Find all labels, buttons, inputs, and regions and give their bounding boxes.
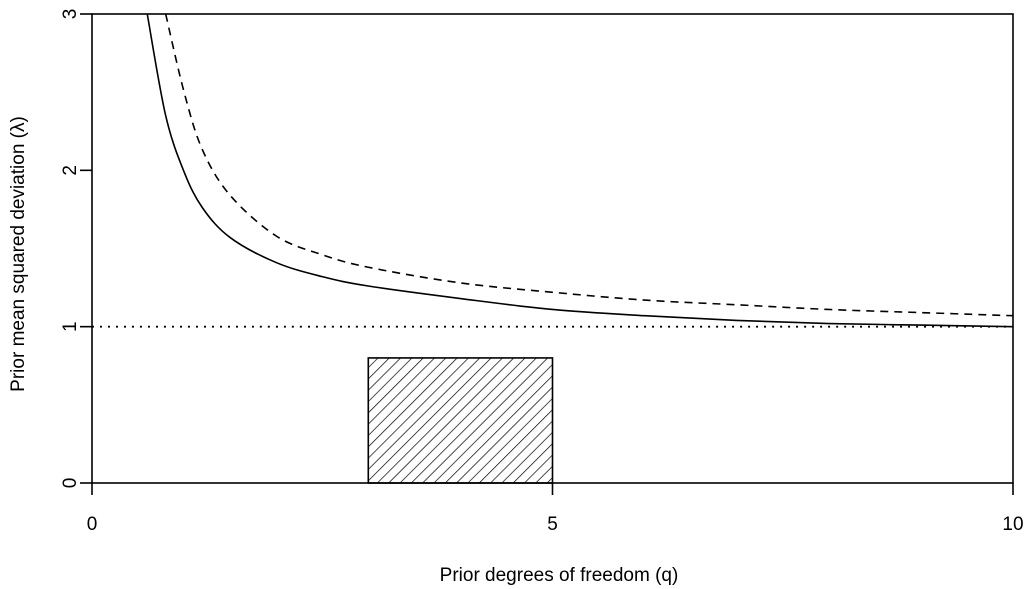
series-dashed-line: [164, 13, 1014, 317]
x-axis: 0 5 10: [87, 483, 1024, 535]
y-tick-label: 2: [60, 165, 81, 176]
series-solid-line: [146, 13, 1014, 328]
x-tick-label: 0: [87, 514, 98, 535]
y-tick-label: 3: [60, 9, 81, 20]
hatched-rectangle: [367, 357, 554, 484]
x-tick-label: 5: [547, 514, 558, 535]
x-axis-title: Prior degrees of freedom (q): [440, 565, 679, 586]
y-axis-title: Prior mean squared deviation (λ): [8, 116, 29, 392]
y-axis: 0 1 2 3: [60, 9, 92, 489]
y-tick-label: 1: [60, 321, 81, 332]
chart-marks: [92, 13, 1014, 484]
y-tick-label: 0: [60, 478, 81, 489]
x-tick-label: 10: [1002, 514, 1023, 535]
